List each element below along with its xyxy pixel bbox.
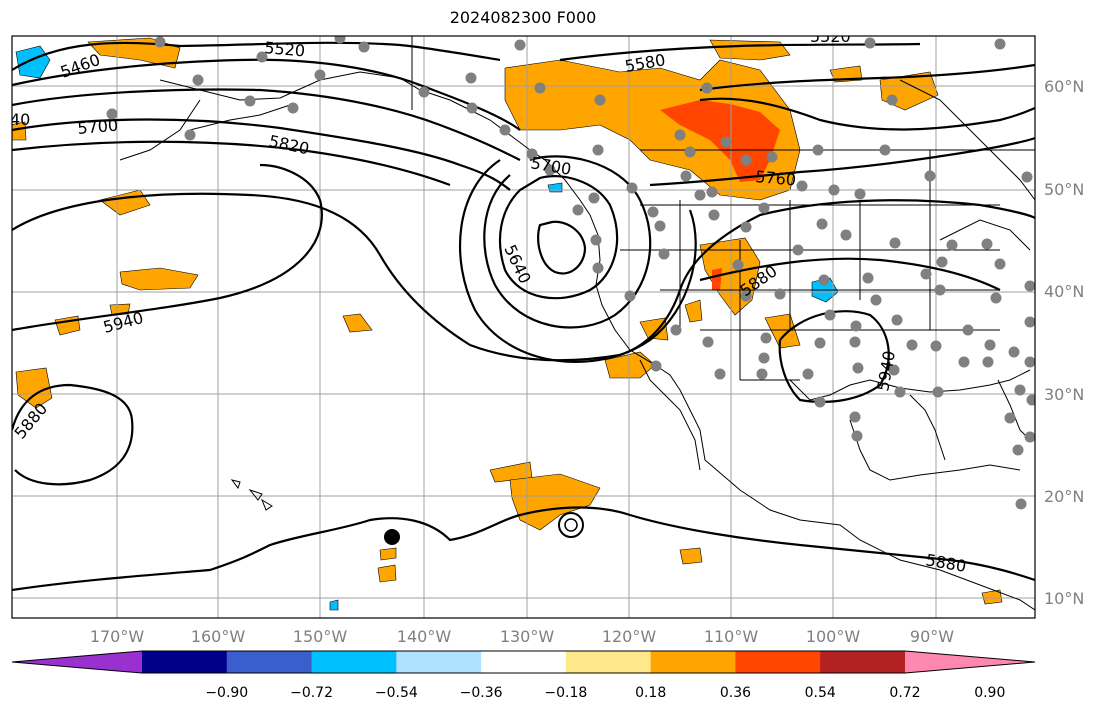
lon-label-90w: 90°W xyxy=(910,627,954,646)
colorbar-outline xyxy=(11,650,1036,674)
colorbar-tick-label: −0.36 xyxy=(460,685,503,701)
colorbar-extend-low xyxy=(12,651,142,673)
lat-label-10n: 10°N xyxy=(1044,589,1084,608)
colorbar-swatch xyxy=(142,651,228,673)
lon-label-110w: 110°W xyxy=(704,627,759,646)
lon-label-160w: 160°W xyxy=(191,627,246,646)
colorbar-tick-label: −0.72 xyxy=(290,685,333,701)
colorbar-swatch xyxy=(565,651,652,673)
height-contours xyxy=(12,41,1035,592)
colorbar-swatch xyxy=(311,651,397,673)
contour-label: 5520 xyxy=(264,38,306,60)
lon-label-130w: 130°W xyxy=(500,627,555,646)
lon-label-120w: 120°W xyxy=(602,627,657,646)
lon-label-100w: 100°W xyxy=(806,627,861,646)
colorbar-tick-label: −0.54 xyxy=(375,685,418,701)
colorbar-swatch xyxy=(481,651,567,673)
colorbar-tick-label: 0.18 xyxy=(635,685,666,701)
lon-label-150w: 150°W xyxy=(293,627,348,646)
lon-label-170w: 170°W xyxy=(90,627,145,646)
graticule xyxy=(12,36,1035,618)
colorbar-tick-label: 0.72 xyxy=(889,685,920,701)
colorbar-swatch xyxy=(735,651,821,673)
colorbar-tick-label: −0.90 xyxy=(205,685,248,701)
latitude-axis: 60°N 50°N 40°N 30°N 20°N 10°N xyxy=(1044,77,1084,608)
black-point-marker xyxy=(384,529,400,545)
lat-label-40n: 40°N xyxy=(1044,282,1084,301)
hawaii-islands xyxy=(230,479,273,511)
colorbar-swatch xyxy=(396,651,482,673)
colorbar-tick-label: 0.54 xyxy=(805,685,836,701)
colorbar-tick-label: −0.18 xyxy=(544,685,587,701)
station-markers xyxy=(106,36,1035,510)
map-title: 2024082300 F000 xyxy=(449,8,597,27)
colorbar-swatch xyxy=(820,651,906,673)
longitude-axis: 170°W 160°W 150°W 140°W 130°W 120°W 110°… xyxy=(90,627,954,646)
contour-label: 5520 xyxy=(810,27,851,46)
lat-label-30n: 30°N xyxy=(1044,385,1084,404)
colorbar-extend-high xyxy=(905,651,1035,673)
lat-label-60n: 60°N xyxy=(1044,77,1084,96)
colorbar: −0.90 −0.72 −0.54 −0.36 −0.18 0.18 0.36 0.54 0.7… xyxy=(11,650,1036,701)
colorbar-swatch xyxy=(226,651,313,673)
lat-label-20n: 20°N xyxy=(1044,487,1084,506)
contour-label: 5700 xyxy=(77,116,119,138)
colorbar-swatch xyxy=(650,651,736,673)
map-frame xyxy=(11,35,1036,619)
small-low-contour xyxy=(384,512,584,545)
lat-label-50n: 50°N xyxy=(1044,180,1084,199)
colorbar-tick-label: 0.36 xyxy=(720,685,751,701)
contour-label: 40 xyxy=(10,110,30,129)
lon-label-140w: 140°W xyxy=(397,627,452,646)
contour-label: 5760 xyxy=(755,167,797,189)
colorbar-tick-label: 0.90 xyxy=(974,685,1005,701)
